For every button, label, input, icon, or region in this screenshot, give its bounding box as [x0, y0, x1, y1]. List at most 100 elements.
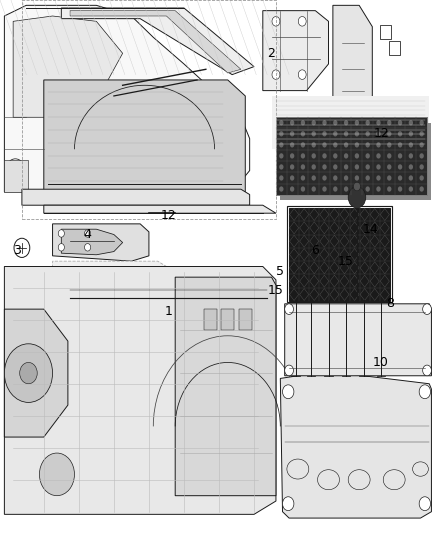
Circle shape: [322, 142, 327, 148]
Circle shape: [301, 175, 305, 181]
Circle shape: [387, 175, 392, 181]
Circle shape: [290, 120, 294, 125]
Polygon shape: [44, 205, 276, 213]
Text: 12: 12: [373, 127, 389, 140]
Text: 10: 10: [373, 356, 389, 369]
Polygon shape: [61, 8, 254, 75]
Circle shape: [333, 164, 338, 169]
Bar: [221, 309, 234, 330]
Circle shape: [301, 142, 305, 148]
Circle shape: [311, 131, 316, 136]
Circle shape: [39, 453, 74, 496]
Bar: [389, 41, 400, 55]
Circle shape: [365, 142, 370, 148]
Circle shape: [290, 142, 294, 148]
Circle shape: [387, 153, 392, 159]
Circle shape: [387, 131, 392, 136]
Circle shape: [283, 497, 294, 511]
Polygon shape: [4, 5, 250, 192]
Circle shape: [333, 131, 338, 136]
Circle shape: [409, 142, 413, 148]
Circle shape: [420, 131, 424, 136]
Circle shape: [365, 187, 370, 192]
Polygon shape: [70, 11, 241, 73]
Text: 5: 5: [276, 265, 284, 278]
Circle shape: [398, 120, 402, 125]
Circle shape: [290, 153, 294, 159]
Circle shape: [344, 164, 348, 169]
Circle shape: [376, 164, 381, 169]
Circle shape: [301, 164, 305, 169]
Circle shape: [409, 131, 413, 136]
Circle shape: [285, 365, 293, 376]
Circle shape: [387, 142, 392, 148]
Circle shape: [85, 244, 91, 251]
Circle shape: [420, 153, 424, 159]
Circle shape: [283, 385, 294, 399]
Circle shape: [365, 120, 370, 125]
Polygon shape: [53, 224, 149, 261]
Text: 2: 2: [268, 47, 276, 60]
Circle shape: [355, 164, 359, 169]
Circle shape: [398, 153, 402, 159]
Circle shape: [344, 153, 348, 159]
Bar: [380, 25, 391, 39]
Bar: [204, 309, 217, 330]
Bar: [4, 160, 28, 192]
Polygon shape: [4, 266, 276, 514]
Circle shape: [85, 230, 91, 237]
Circle shape: [311, 142, 316, 148]
Circle shape: [376, 131, 381, 136]
Circle shape: [355, 175, 359, 181]
Text: 6: 6: [311, 244, 319, 257]
Circle shape: [279, 131, 283, 136]
Circle shape: [14, 238, 30, 257]
Circle shape: [333, 120, 338, 125]
Bar: [287, 206, 392, 302]
Circle shape: [376, 142, 381, 148]
Circle shape: [333, 153, 338, 159]
Circle shape: [355, 142, 359, 148]
Circle shape: [333, 175, 338, 181]
Circle shape: [344, 187, 348, 192]
Circle shape: [311, 175, 316, 181]
Circle shape: [387, 120, 392, 125]
Circle shape: [290, 187, 294, 192]
Polygon shape: [61, 229, 123, 255]
Polygon shape: [285, 304, 431, 376]
Polygon shape: [333, 5, 372, 112]
Polygon shape: [4, 309, 68, 437]
Circle shape: [409, 175, 413, 181]
Circle shape: [419, 497, 431, 511]
Circle shape: [409, 120, 413, 125]
Circle shape: [344, 175, 348, 181]
Circle shape: [365, 153, 370, 159]
Circle shape: [365, 175, 370, 181]
Circle shape: [387, 187, 392, 192]
Text: 1: 1: [165, 305, 173, 318]
Polygon shape: [13, 16, 123, 117]
Polygon shape: [280, 373, 431, 518]
Polygon shape: [272, 96, 429, 149]
Circle shape: [322, 120, 327, 125]
Circle shape: [298, 17, 306, 26]
Circle shape: [423, 365, 431, 376]
Text: 8: 8: [386, 297, 394, 310]
Circle shape: [301, 131, 305, 136]
Circle shape: [20, 362, 37, 384]
Circle shape: [322, 175, 327, 181]
Circle shape: [298, 70, 306, 79]
Circle shape: [365, 164, 370, 169]
Circle shape: [279, 153, 283, 159]
Bar: [276, 117, 427, 195]
Circle shape: [311, 120, 316, 125]
Circle shape: [279, 120, 283, 125]
Circle shape: [365, 131, 370, 136]
Circle shape: [6, 159, 25, 182]
Circle shape: [58, 230, 64, 237]
Circle shape: [420, 175, 424, 181]
Circle shape: [353, 182, 360, 191]
Circle shape: [279, 187, 283, 192]
Text: 15: 15: [268, 284, 284, 297]
Circle shape: [376, 153, 381, 159]
